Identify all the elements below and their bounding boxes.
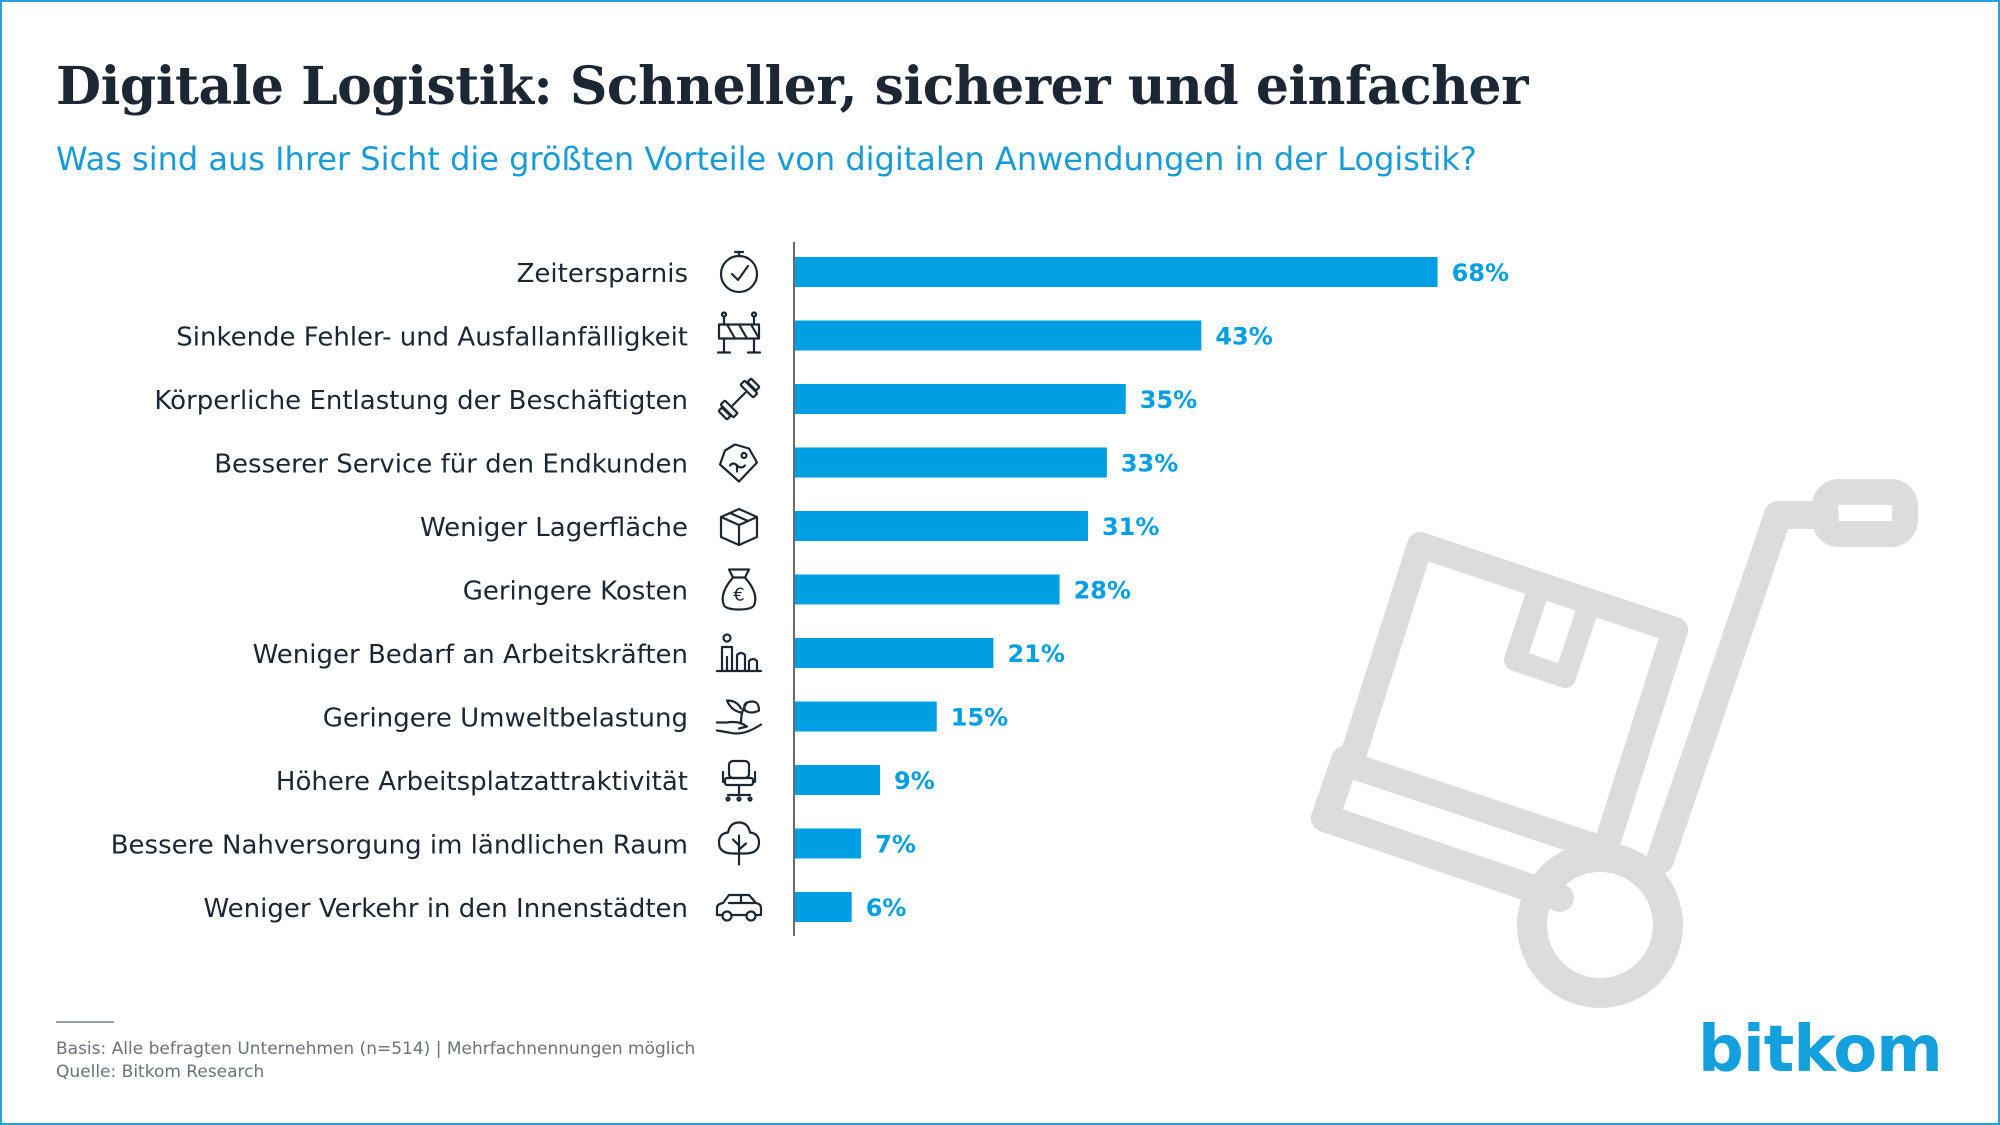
office-chair-icon (721, 759, 757, 802)
category-label: Bessere Nahversorgung im ländlichen Raum (111, 831, 688, 861)
tree-icon (717, 821, 761, 866)
bar (795, 828, 862, 859)
value-label: 21% (1007, 640, 1064, 668)
plant-hand-icon (715, 699, 763, 735)
barrier-icon (716, 311, 762, 354)
category-label: Weniger Bedarf an Arbeitskräften (253, 640, 688, 670)
value-label: 7% (875, 831, 916, 859)
bar (795, 574, 1060, 605)
value-label: 33% (1121, 450, 1178, 478)
category-label: Weniger Lagerfläche (420, 513, 688, 543)
svg-text:€: € (733, 585, 744, 606)
footer: Basis: Alle befragten Unternehmen (n=514… (56, 1038, 695, 1084)
dumbbell-icon (717, 377, 761, 421)
service-tag-icon (718, 443, 759, 483)
value-label: 9% (894, 767, 935, 795)
category-label: Körperliche Entlastung der Beschäftigten (154, 386, 688, 416)
category-label: Zeitersparnis (517, 259, 688, 289)
value-label: 35% (1140, 386, 1197, 414)
footer-basis: Basis: Alle befragten Unternehmen (n=514… (56, 1039, 696, 1059)
value-label: 28% (1074, 577, 1131, 605)
footer-source: Quelle: Bitkom Research (56, 1062, 265, 1082)
footer-divider (56, 1021, 114, 1023)
value-label: 15% (951, 704, 1008, 732)
stopwatch-icon (719, 250, 759, 294)
car-icon (715, 893, 763, 922)
box-icon (719, 507, 759, 547)
category-label: Sinkende Fehler- und Ausfallanfälligkeit (176, 323, 688, 353)
category-label: Besserer Service für den Endkunden (214, 450, 688, 480)
bar (795, 447, 1107, 478)
value-label: 43% (1215, 323, 1272, 351)
bar (795, 511, 1088, 541)
workforce-icon (715, 633, 763, 673)
category-label: Geringere Umweltbelastung (323, 704, 688, 734)
value-label: 68% (1452, 259, 1509, 287)
category-label: Höhere Arbeitsplatzattraktivität (276, 767, 688, 797)
bar (795, 384, 1126, 414)
bar (795, 257, 1438, 287)
value-label: 6% (866, 894, 907, 922)
bar (795, 320, 1202, 351)
bar (795, 638, 994, 668)
money-bag-icon: € (721, 568, 757, 611)
bar (795, 892, 852, 922)
bar (795, 701, 937, 732)
bitkom-logo: bitkom (1698, 1013, 1943, 1087)
category-label: Weniger Verkehr in den Innenstädten (203, 894, 688, 924)
chart-title: Digitale Logistik: Schneller, sicherer u… (56, 56, 1528, 117)
value-label: 31% (1102, 513, 1159, 541)
category-label: Geringere Kosten (463, 577, 688, 607)
chart-subtitle: Was sind aus Ihrer Sicht die größten Vor… (56, 140, 1477, 178)
bar (795, 765, 881, 795)
